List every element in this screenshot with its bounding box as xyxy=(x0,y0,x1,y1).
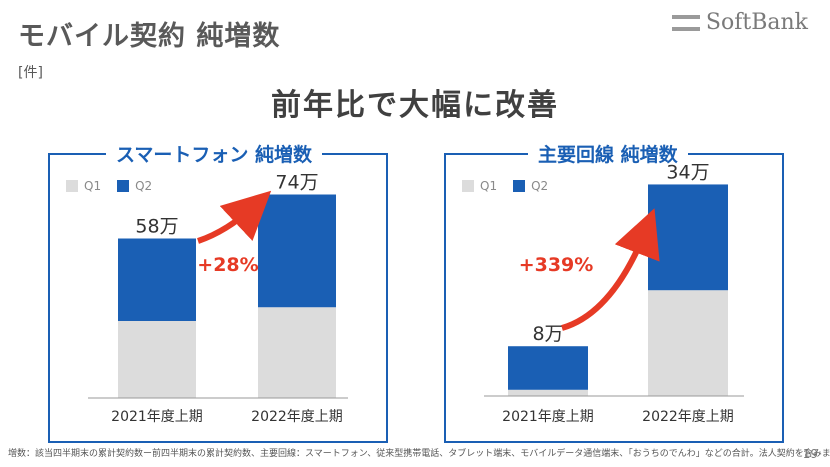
headline: 前年比で大幅に改善 xyxy=(271,88,559,123)
legend-swatch-q2 xyxy=(513,180,526,192)
logo-text: SoftBank xyxy=(705,10,808,35)
growth-arrow xyxy=(197,190,272,244)
bar-q2-2 xyxy=(648,184,728,291)
bar-q1-2 xyxy=(258,307,336,398)
legend-label-q2: Q2 xyxy=(135,179,153,193)
bar-q1-2 xyxy=(648,290,728,396)
category-label-2: 2022年度上期 xyxy=(642,409,734,425)
growth-label: +28% xyxy=(197,254,258,276)
softbank-logo: SoftBank xyxy=(671,10,808,35)
total-label-1: 58万 xyxy=(135,216,178,238)
page-title: モバイル契約 純増数 xyxy=(18,21,281,52)
footnote: 増数：該当四半期末の累計契約数ー前四半期末の累計契約数、主要回線：スマートフォン… xyxy=(8,449,830,459)
bar-q2-1 xyxy=(118,238,196,321)
growth-label: +339% xyxy=(519,254,594,276)
growth-arrow xyxy=(561,208,660,331)
bar-q1-1 xyxy=(508,389,588,396)
smartphone-legend: Q1 Q2 xyxy=(66,179,168,193)
legend-swatch-q1 xyxy=(462,180,474,192)
page-number: 19 xyxy=(802,447,818,461)
bar-q2-1 xyxy=(508,346,588,390)
main-lines-legend: Q1 Q2 xyxy=(462,179,564,193)
main-lines-panel-title: 主要回線 純増数 xyxy=(528,140,688,167)
category-label-1: 2021年度上期 xyxy=(111,409,203,425)
legend-swatch-q2 xyxy=(117,180,130,192)
smartphone-panel-title: スマートフォン 純増数 xyxy=(106,140,323,167)
total-label-1: 8万 xyxy=(532,323,563,345)
legend-label-q1: Q1 xyxy=(84,179,102,193)
total-label-2: 74万 xyxy=(275,172,318,194)
main-lines-chart: 8万 2021年度上期 34万 2022年度上期 +339% xyxy=(484,161,744,425)
logo-bars-icon xyxy=(671,14,700,31)
category-label-1: 2021年度上期 xyxy=(502,409,594,425)
category-label-2: 2022年度上期 xyxy=(251,409,343,425)
legend-label-q1: Q1 xyxy=(480,179,498,193)
unit-label: [件] xyxy=(18,65,43,81)
bar-q2-2 xyxy=(258,194,336,308)
total-label-2: 34万 xyxy=(666,161,709,183)
bar-q1-1 xyxy=(118,321,196,398)
legend-swatch-q1 xyxy=(66,180,78,192)
smartphone-chart: 58万 2021年度上期 74万 2022年度上期 +28% xyxy=(88,172,348,425)
legend-label-q2: Q2 xyxy=(531,179,549,193)
